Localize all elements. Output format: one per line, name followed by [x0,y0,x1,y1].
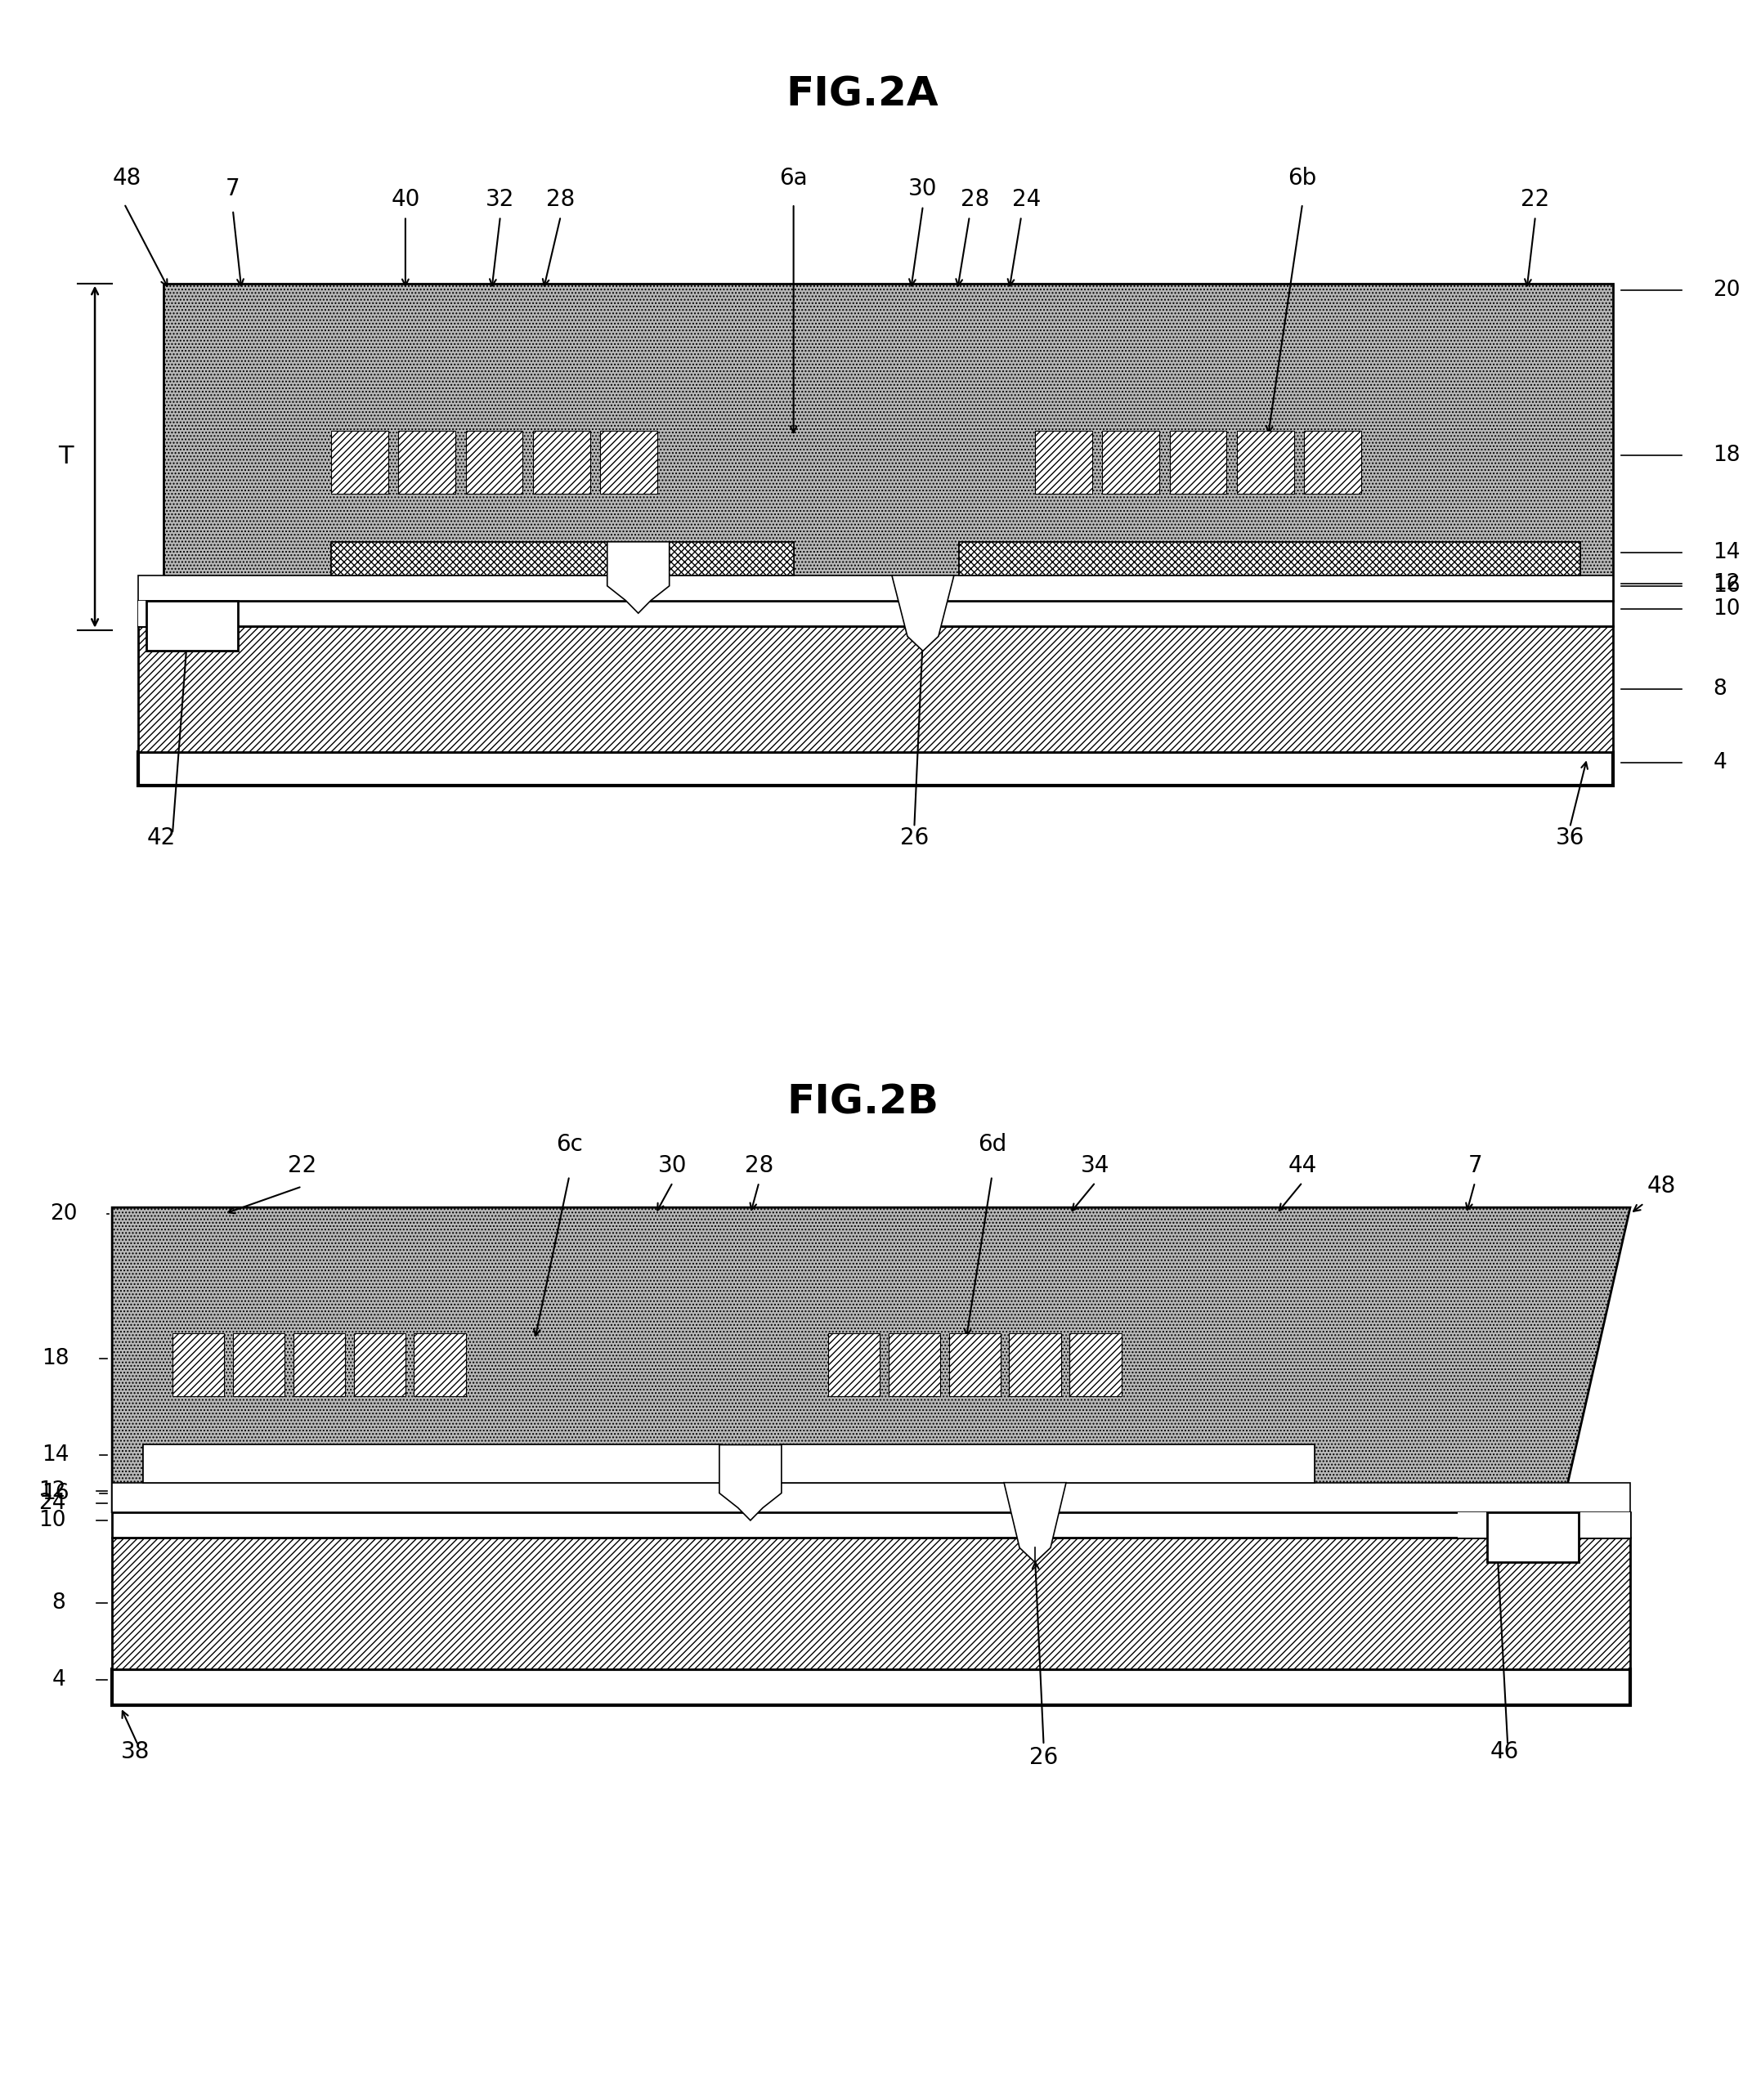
Bar [138,601,164,626]
Text: 12: 12 [38,1480,66,1502]
Text: 10: 10 [38,1510,66,1531]
Bar [138,752,1612,785]
Bar [600,430,657,493]
Text: 20: 20 [51,1203,78,1224]
Bar [138,575,1612,601]
Polygon shape [913,575,933,638]
Text: 12: 12 [1713,573,1740,594]
Text: 8: 8 [1713,678,1727,699]
Text: 24: 24 [38,1493,66,1514]
Text: 6a: 6a [779,168,807,189]
Bar [112,1670,1630,1705]
Bar [533,430,589,493]
Text: 18: 18 [42,1348,70,1369]
Text: 6c: 6c [556,1134,582,1155]
Text: 36: 36 [1555,827,1584,848]
Text: 16: 16 [1713,575,1740,596]
Text: 6d: 6d [978,1134,1006,1155]
Bar [828,1334,880,1397]
Bar [112,1483,1630,1512]
Text: 40: 40 [390,189,420,210]
Text: 18: 18 [1713,445,1740,466]
Text: FIG.2A: FIG.2A [786,76,939,113]
Text: 4: 4 [1713,752,1727,773]
Text: 7: 7 [1468,1155,1482,1176]
Text: 38: 38 [120,1741,150,1762]
Bar [173,1334,225,1397]
Text: 42: 42 [146,827,176,848]
Text: 30: 30 [908,178,938,200]
Text: 14: 14 [1713,542,1740,563]
Text: 24: 24 [1013,189,1041,210]
Text: 4: 4 [52,1670,66,1690]
Text: 46: 46 [1490,1741,1518,1762]
Polygon shape [1004,1483,1067,1562]
Bar [331,542,793,575]
Bar [399,430,455,493]
Text: 14: 14 [42,1445,70,1466]
Bar [1487,1512,1579,1562]
Bar [889,1334,939,1397]
Text: 7: 7 [225,178,241,200]
Text: 48: 48 [1647,1176,1677,1197]
Polygon shape [164,284,1612,601]
Polygon shape [607,542,669,613]
Text: 28: 28 [546,189,575,210]
Text: 34: 34 [1081,1155,1110,1176]
Bar [143,1445,722,1483]
Bar [1070,1334,1121,1397]
Bar [959,542,1581,575]
Text: 16: 16 [42,1483,70,1504]
Polygon shape [720,1445,781,1520]
Text: 26: 26 [899,827,929,848]
Text: 28: 28 [744,1155,774,1176]
Bar [1457,1512,1630,1537]
Bar [138,626,1612,752]
Text: 44: 44 [1288,1155,1316,1176]
Bar [1009,1334,1061,1397]
Bar [948,1334,1000,1397]
Text: 30: 30 [659,1155,687,1176]
Text: 22: 22 [288,1155,315,1176]
Text: 26: 26 [1030,1747,1058,1768]
Bar [143,1445,722,1483]
Bar [112,1537,1630,1670]
Text: 10: 10 [1713,598,1740,620]
Bar [1035,430,1091,493]
Text: 6b: 6b [1288,168,1316,189]
Bar [1238,430,1293,493]
Bar [415,1334,465,1397]
Polygon shape [112,1208,1630,1512]
Bar [465,430,523,493]
Text: 22: 22 [1522,189,1550,210]
Bar [138,601,1612,626]
Text: FIG.2B: FIG.2B [786,1084,938,1121]
Text: 32: 32 [486,189,514,210]
Bar [331,430,389,493]
Text: 28: 28 [960,189,988,210]
Bar [146,601,239,651]
Bar [779,1445,1314,1483]
Text: 20: 20 [1713,279,1740,300]
Polygon shape [892,575,953,651]
Bar [112,1512,1630,1537]
Bar [293,1334,345,1397]
Bar [959,542,1581,575]
Bar [331,542,793,575]
Bar [1304,430,1361,493]
Bar [1102,430,1159,493]
Bar [354,1334,406,1397]
Bar [234,1334,284,1397]
Bar [779,1445,1314,1483]
Bar [1170,430,1227,493]
Text: T: T [58,445,73,468]
Text: 8: 8 [52,1592,66,1615]
Text: 48: 48 [112,168,141,189]
